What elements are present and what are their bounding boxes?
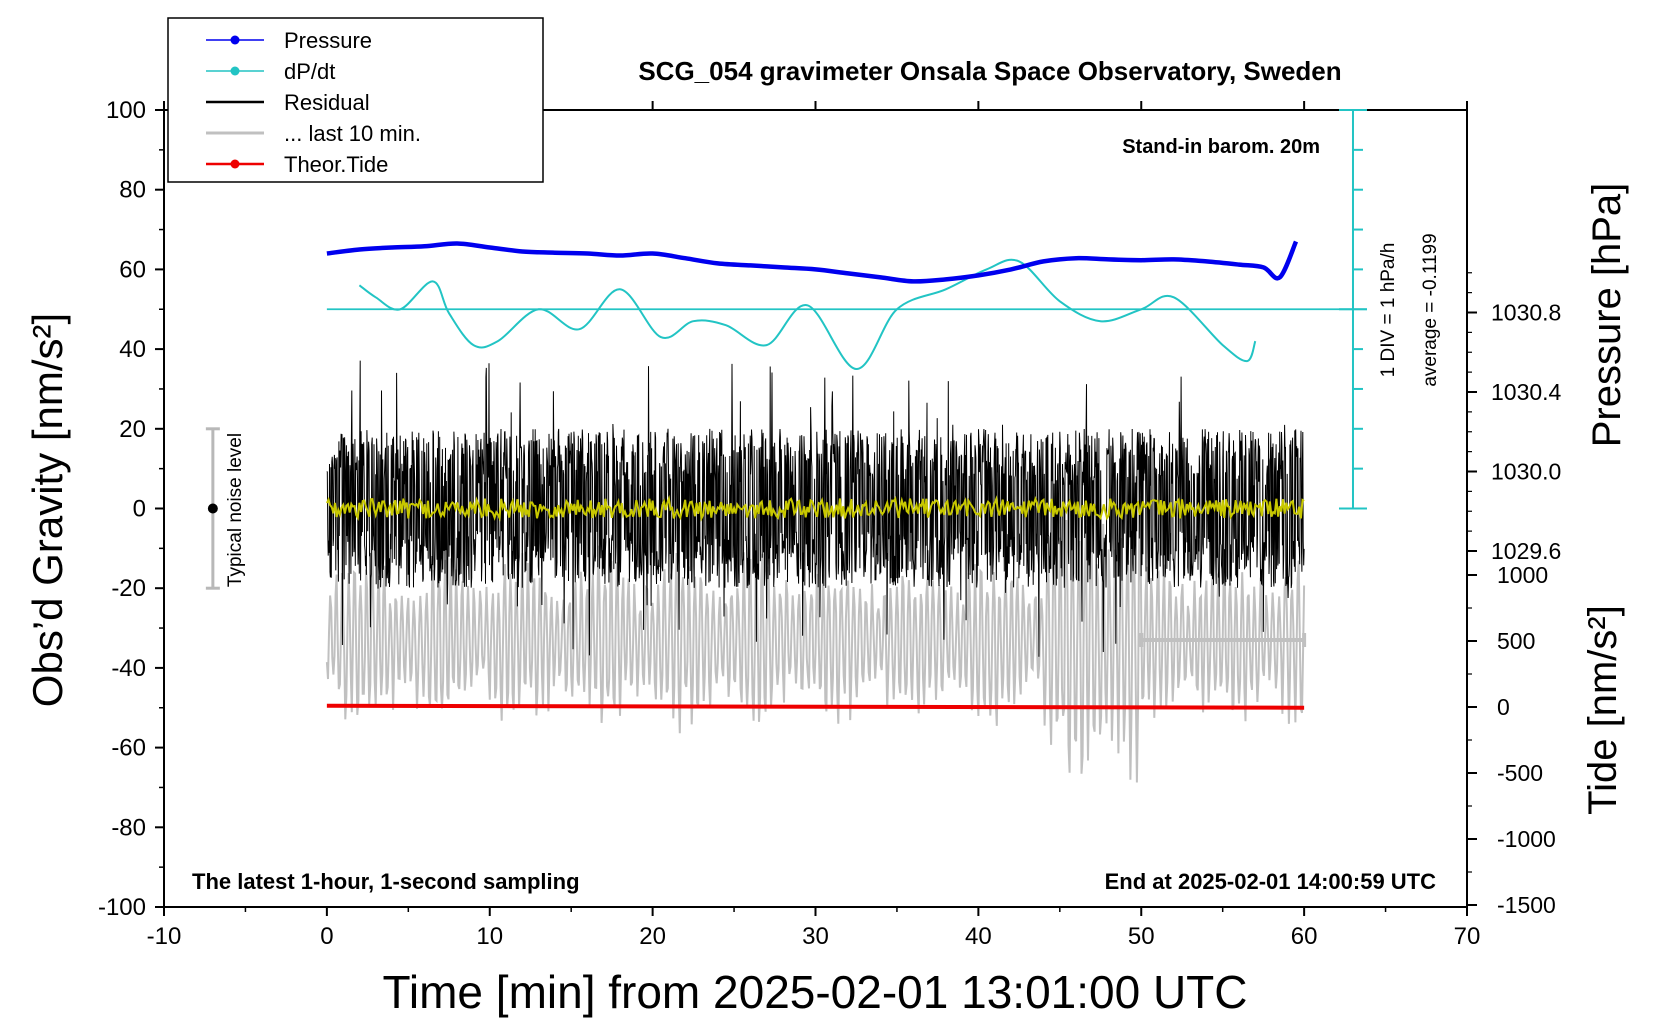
x-tick-label: 40 (965, 923, 992, 950)
y-tick-label: -20 (111, 575, 146, 602)
y-tick-label: -60 (111, 735, 146, 762)
dpdt-series (358, 258, 1257, 371)
x-tick-label: 10 (476, 923, 503, 950)
legend-box (167, 17, 544, 183)
chart-title: SCG_054 gravimeter Onsala Space Observat… (638, 56, 1341, 86)
tide-tick-label: -500 (1497, 760, 1543, 786)
legend-marker (230, 35, 240, 45)
x-axis-label: Time [min] from 2025-02-01 13:01:00 UTC (383, 966, 1248, 1018)
x-tick-label: 20 (639, 923, 666, 950)
dpdt-scale (326, 109, 1367, 510)
div-label: 1 DIV = 1 hPa/h (1378, 243, 1399, 378)
legend-marker (230, 159, 240, 169)
y-tick-label: 20 (119, 416, 146, 443)
pressure-tick-label: 1030.0 (1491, 459, 1561, 485)
x-axis: -10 0 10 20 30 40 50 60 70 (147, 101, 1481, 950)
x-tick-label: 70 (1454, 923, 1481, 950)
y-axis-label-pressure: Pressure [hPa] (1585, 183, 1629, 448)
legend-label: ... last 10 min. (284, 121, 421, 146)
average-label: average = -0.1199 (1420, 233, 1441, 386)
y-tick-label: 80 (119, 177, 146, 204)
y-tick-label: 40 (119, 336, 146, 363)
tide-tick-label: -1000 (1497, 826, 1556, 852)
tide-tick-label: -1500 (1497, 892, 1556, 918)
x-tick-label: 60 (1291, 923, 1318, 950)
residual-trace (326, 360, 1305, 657)
legend-entries: Pressure dP/dt Residual ... last 10 min. The… (206, 28, 421, 177)
y-axis-left: -100 -80 -60 -40 -20 0 20 40 60 80 100 (98, 97, 164, 921)
y-axis-pressure: 1029.6 1030.0 1030.4 1030.8 (1466, 110, 1562, 564)
legend: Pressure dP/dt Residual ... last 10 min. The… (167, 17, 544, 183)
bottom-right-annotation: End at 2025-02-01 14:00:59 UTC (1105, 869, 1436, 894)
y-tick-label: 100 (106, 97, 146, 124)
legend-label: Theor.Tide (284, 152, 388, 177)
y-axis-label-tide: Tide [nm/s²] (1581, 605, 1625, 815)
last-10min-trace (325, 495, 1306, 783)
y-tick-label: -80 (111, 814, 146, 841)
tide-tick-label: 0 (1497, 694, 1510, 720)
x-tick-label: -10 (147, 923, 182, 950)
y-tick-label: 0 (133, 496, 146, 523)
y-axis-tide: -1500 -1000 -500 0 500 1000 (1467, 562, 1556, 918)
theor-tide-line (326, 703, 1305, 710)
legend-label: Pressure (284, 28, 372, 53)
x-tick-label: 30 (802, 923, 829, 950)
noise-bar-dot (207, 503, 218, 514)
y-axis-label-left: Obs’d Gravity [nm/s²] (24, 313, 71, 707)
y-tick-label: -100 (98, 894, 146, 921)
traces-layer (325, 360, 1307, 783)
legend-label: Residual (284, 90, 370, 115)
pressure-tick-label: 1030.8 (1491, 300, 1561, 326)
barometer-annotation: Stand-in barom. 20m (1122, 136, 1320, 158)
legend-marker (230, 66, 240, 76)
x-tick-label: 0 (320, 923, 333, 950)
pressure-series (326, 240, 1299, 284)
y-tick-label: 60 (119, 256, 146, 283)
noise-label: Typical noise level (225, 433, 246, 587)
tide-tick-label: 500 (1497, 628, 1535, 654)
pressure-tick-label: 1030.4 (1491, 379, 1562, 405)
x-tick-label: 50 (1128, 923, 1155, 950)
residual-smoothed (325, 494, 1305, 522)
y-tick-label: -40 (111, 655, 146, 682)
tide-tick-label: 1000 (1497, 562, 1548, 588)
legend-label: dP/dt (284, 59, 335, 84)
pressure-tick-label: 1029.6 (1491, 538, 1561, 564)
noise-level-bar (205, 427, 220, 590)
bottom-left-annotation: The latest 1-hour, 1-second sampling (192, 869, 580, 894)
